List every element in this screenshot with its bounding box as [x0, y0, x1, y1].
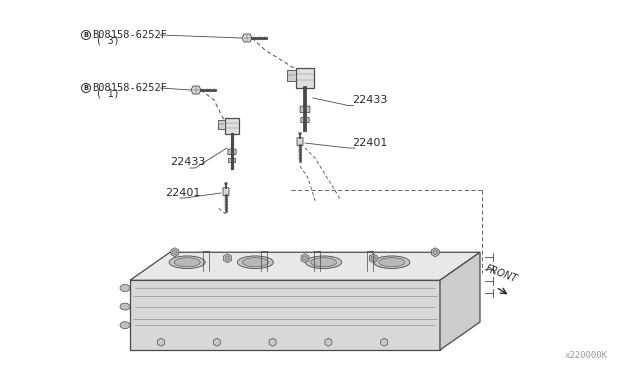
Ellipse shape — [120, 322, 130, 329]
Circle shape — [299, 132, 301, 135]
FancyBboxPatch shape — [228, 149, 236, 155]
Text: FRONT: FRONT — [484, 263, 518, 284]
Text: 22401: 22401 — [165, 188, 200, 198]
Ellipse shape — [169, 256, 205, 269]
Polygon shape — [440, 252, 480, 350]
Ellipse shape — [310, 258, 337, 267]
Polygon shape — [218, 120, 225, 129]
Ellipse shape — [379, 258, 405, 267]
FancyBboxPatch shape — [301, 118, 309, 123]
Polygon shape — [225, 118, 239, 134]
Text: B08158-6252F: B08158-6252F — [92, 83, 167, 93]
Polygon shape — [287, 70, 296, 81]
Ellipse shape — [243, 258, 268, 267]
Text: B: B — [83, 32, 88, 38]
Text: ( 3): ( 3) — [96, 35, 120, 45]
Polygon shape — [130, 252, 480, 280]
Ellipse shape — [120, 303, 130, 310]
Text: x220000K: x220000K — [565, 351, 608, 360]
Ellipse shape — [174, 258, 200, 267]
Text: B08158-6252F: B08158-6252F — [92, 30, 167, 40]
FancyBboxPatch shape — [297, 138, 303, 145]
Ellipse shape — [306, 256, 342, 269]
FancyBboxPatch shape — [223, 188, 229, 196]
Ellipse shape — [120, 285, 130, 292]
FancyBboxPatch shape — [228, 158, 236, 163]
FancyBboxPatch shape — [300, 106, 310, 113]
Circle shape — [225, 182, 227, 185]
Text: B: B — [83, 85, 88, 91]
Text: 22401: 22401 — [352, 138, 387, 148]
Text: 22433: 22433 — [170, 157, 205, 167]
Polygon shape — [191, 86, 201, 94]
Polygon shape — [296, 68, 314, 88]
Ellipse shape — [237, 256, 273, 269]
Ellipse shape — [374, 256, 410, 269]
Text: ( 1): ( 1) — [96, 88, 120, 98]
Polygon shape — [130, 280, 440, 350]
Polygon shape — [242, 34, 252, 42]
Text: 22433: 22433 — [352, 95, 387, 105]
